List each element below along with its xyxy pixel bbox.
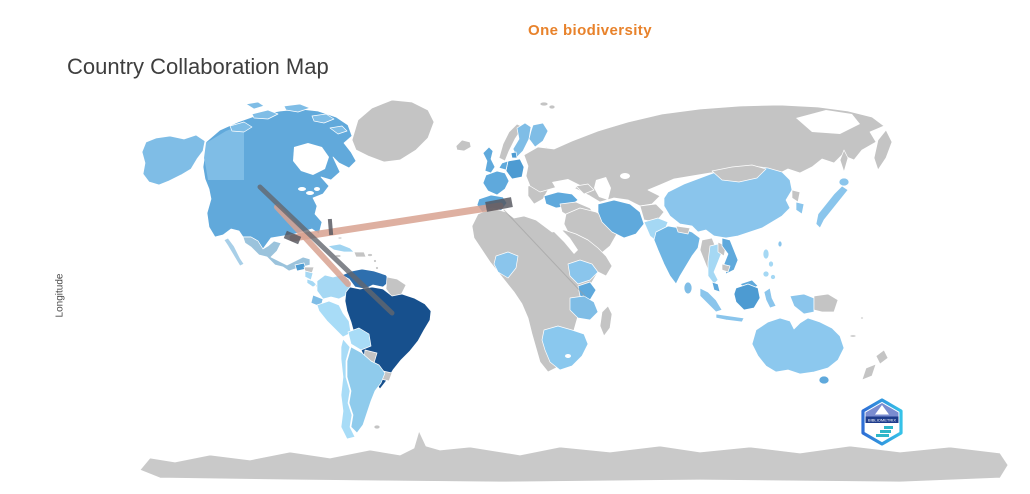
logo-text-band bbox=[865, 416, 899, 423]
region-nw-canada bbox=[204, 124, 244, 180]
country-south-africa bbox=[541, 325, 589, 371]
logo-mountain-icon bbox=[875, 405, 889, 415]
country-west-africa bbox=[493, 251, 519, 279]
black-sea bbox=[552, 179, 580, 191]
edge-mexico-spain bbox=[289, 202, 504, 242]
hudson-bay bbox=[293, 143, 329, 175]
edge-endpoint-cap bbox=[283, 230, 302, 245]
country-kenya bbox=[577, 281, 597, 301]
country-alaska bbox=[141, 134, 206, 186]
red-sea bbox=[554, 226, 578, 254]
edge-endpoint-cap bbox=[327, 218, 334, 236]
country-chile bbox=[340, 338, 356, 440]
country-india bbox=[653, 225, 701, 285]
country-france bbox=[482, 170, 510, 196]
country-iran bbox=[597, 199, 645, 239]
great-lake bbox=[298, 187, 306, 191]
country-cuba bbox=[327, 243, 355, 253]
country-mexico bbox=[242, 236, 311, 272]
great-lake bbox=[314, 187, 320, 191]
country-tanzania bbox=[569, 295, 599, 321]
collaboration-edges bbox=[257, 184, 586, 316]
caspian-sea bbox=[594, 177, 611, 200]
country-japan bbox=[815, 185, 849, 229]
great-lake bbox=[306, 191, 314, 195]
white-gap-siberia bbox=[796, 110, 860, 134]
country-greenland bbox=[351, 99, 435, 163]
edge-usa-brazil bbox=[257, 184, 395, 316]
country-antarctica bbox=[139, 430, 1009, 483]
country-uk bbox=[482, 146, 496, 174]
region-baja bbox=[223, 237, 245, 267]
country-brazil bbox=[344, 286, 432, 390]
country-germany bbox=[505, 158, 525, 180]
country-ethiopia bbox=[567, 259, 599, 285]
brand: One biodiversity bbox=[528, 22, 652, 39]
edge-spain-tanzania bbox=[503, 209, 586, 297]
edge-usa-colombia bbox=[274, 204, 351, 287]
country-iceland bbox=[455, 139, 472, 152]
country-australia bbox=[751, 317, 845, 375]
bibliometrix-logo: BIBLIOMETRIX bbox=[861, 398, 903, 446]
logo-stairs-icon bbox=[876, 426, 893, 437]
logo-wordmark: BIBLIOMETRIX bbox=[868, 418, 896, 423]
aral-sea bbox=[620, 173, 630, 179]
country-argentina bbox=[346, 346, 386, 434]
edge-endpoint-cap bbox=[485, 197, 513, 212]
page-title: Country Collaboration Map bbox=[67, 54, 329, 79]
lesotho bbox=[565, 354, 571, 358]
